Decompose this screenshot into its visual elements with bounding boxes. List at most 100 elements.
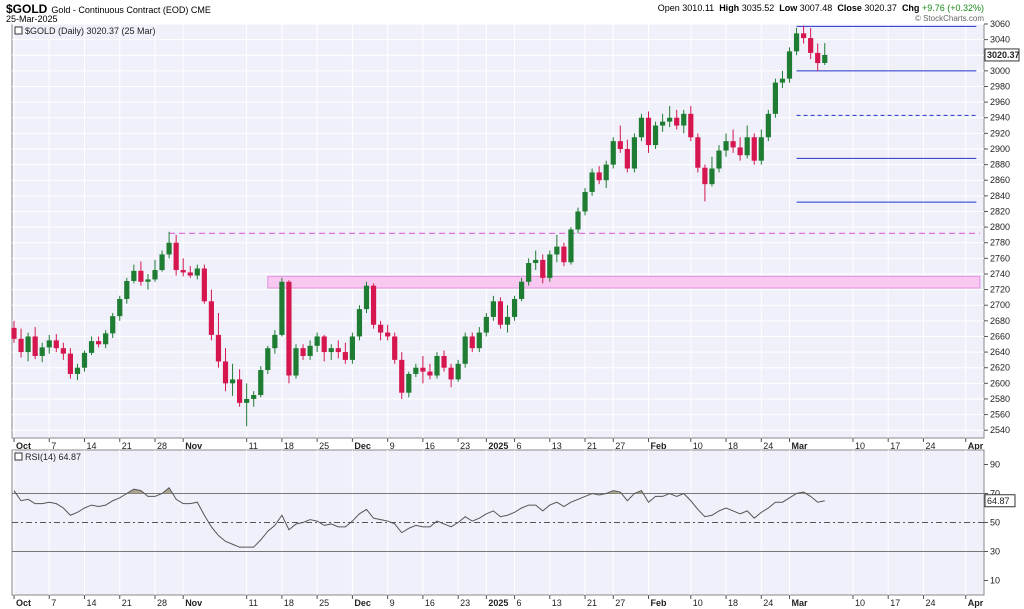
candle-body (11, 327, 17, 339)
candle-body (67, 353, 73, 374)
rsi-x-tick-label: 27 (615, 598, 625, 608)
rsi-tick-label: 10 (990, 576, 1000, 586)
candle-body (53, 340, 59, 349)
price-tick-label: 2660 (990, 331, 1010, 341)
ohlc-readout: Open 3010.11 High 3035.52 Low 3007.48 Cl… (658, 3, 984, 13)
x-tick-label: Mar (792, 441, 809, 451)
candle-body (258, 370, 264, 396)
candle-body (801, 33, 807, 39)
last-price-box (984, 48, 1020, 62)
x-tick-label: Nov (185, 441, 202, 451)
candle-body (441, 355, 447, 368)
candle-body (822, 54, 828, 63)
rsi-x-tick-label: Mar (792, 598, 809, 608)
candle-body (765, 113, 771, 138)
price-legend-icon (14, 26, 23, 35)
candle-body (385, 332, 391, 337)
candle-body (695, 137, 701, 168)
candle-body (18, 338, 24, 353)
x-tick-label: 21 (587, 441, 597, 451)
price-tick-label: 2560 (990, 410, 1010, 420)
price-tick-label: 2980 (990, 81, 1010, 91)
rsi-tick-label: 90 (990, 460, 1000, 470)
x-tick-label: 17 (890, 441, 900, 451)
candle-body (462, 336, 468, 364)
candle-body (667, 117, 673, 122)
quote-date: 25-Mar-2025 (6, 14, 58, 24)
price-tick-label: 2920 (990, 128, 1010, 138)
candle-body (723, 141, 729, 151)
rsi-tick-label: 70 (990, 489, 1000, 499)
rsi-x-tick-label: Nov (185, 598, 202, 608)
x-tick-label: 7 (51, 441, 56, 451)
price-tick-label: 2720 (990, 285, 1010, 295)
candle-body (321, 336, 327, 353)
candle-body (448, 367, 454, 380)
candle-body (159, 254, 165, 271)
rsi-overbought-fill (126, 489, 145, 494)
candle-body (39, 347, 45, 356)
candle-body (631, 137, 637, 169)
rsi-x-tick-label: 9 (390, 598, 395, 608)
candle-body (349, 336, 355, 360)
candle-body (575, 211, 581, 230)
price-tick-label: 2580 (990, 394, 1010, 404)
candle-body (624, 148, 630, 169)
rsi-x-tick-label: 28 (157, 598, 167, 608)
chg-label: Chg (901, 3, 920, 13)
candle-body (455, 363, 461, 380)
price-tick-label: 2860 (990, 175, 1010, 185)
candle-body (413, 367, 419, 374)
candle-body (568, 229, 574, 263)
candle-body (596, 172, 602, 181)
candle-body (681, 113, 687, 126)
rsi-legend-icon (14, 452, 23, 461)
rsi-x-tick-label: 18 (284, 598, 294, 608)
candle-body (716, 150, 722, 169)
candle-body (131, 270, 137, 281)
price-tick-label: 3040 (990, 35, 1010, 45)
candle-body (356, 309, 363, 337)
candle-body (420, 367, 426, 372)
candle-body (81, 352, 88, 368)
price-tick-label: 2740 (990, 269, 1010, 279)
candle-body (815, 52, 821, 64)
rsi-x-tick-label: 6 (517, 598, 522, 608)
x-tick-label: 24 (925, 441, 935, 451)
candle-body (328, 348, 334, 353)
candle-body (476, 332, 482, 349)
candle-body (561, 246, 567, 263)
x-tick-label: 27 (615, 441, 625, 451)
candle-body (483, 316, 489, 333)
candle-body (208, 301, 214, 335)
close-value: 3020.37 (864, 3, 897, 13)
candle-body (201, 268, 207, 302)
price-tick-label: 2940 (990, 113, 1010, 123)
candle-body (279, 281, 285, 335)
candle-body (88, 341, 95, 353)
x-tick-label: 28 (157, 441, 167, 451)
rsi-overbought-fill (606, 490, 622, 494)
candle-body (547, 254, 553, 278)
candle-body (709, 168, 715, 185)
rsi-x-tick-label: 21 (587, 598, 597, 608)
candle-body (434, 355, 440, 376)
rsi-x-tick-label: 23 (460, 598, 470, 608)
rsi-x-tick-label: Oct (16, 598, 31, 608)
rsi-x-tick-label: Dec (354, 598, 371, 608)
high-value: 3035.52 (741, 3, 775, 13)
price-tick-label: 3000 (990, 66, 1010, 76)
candle-body (674, 117, 680, 126)
candle-body (293, 348, 299, 376)
x-tick-label: 13 (552, 441, 562, 451)
x-tick-label: 14 (87, 441, 97, 451)
candle-body (46, 340, 52, 348)
candle-body (533, 259, 539, 264)
copyright: © StockCharts.com (914, 14, 984, 23)
candle-body (744, 137, 750, 156)
candle-body (272, 334, 278, 349)
candle-body (504, 316, 511, 325)
rsi-x-tick-label: 14 (87, 598, 97, 608)
candle-body (251, 395, 257, 399)
rsi-x-tick-label: 10 (855, 598, 865, 608)
